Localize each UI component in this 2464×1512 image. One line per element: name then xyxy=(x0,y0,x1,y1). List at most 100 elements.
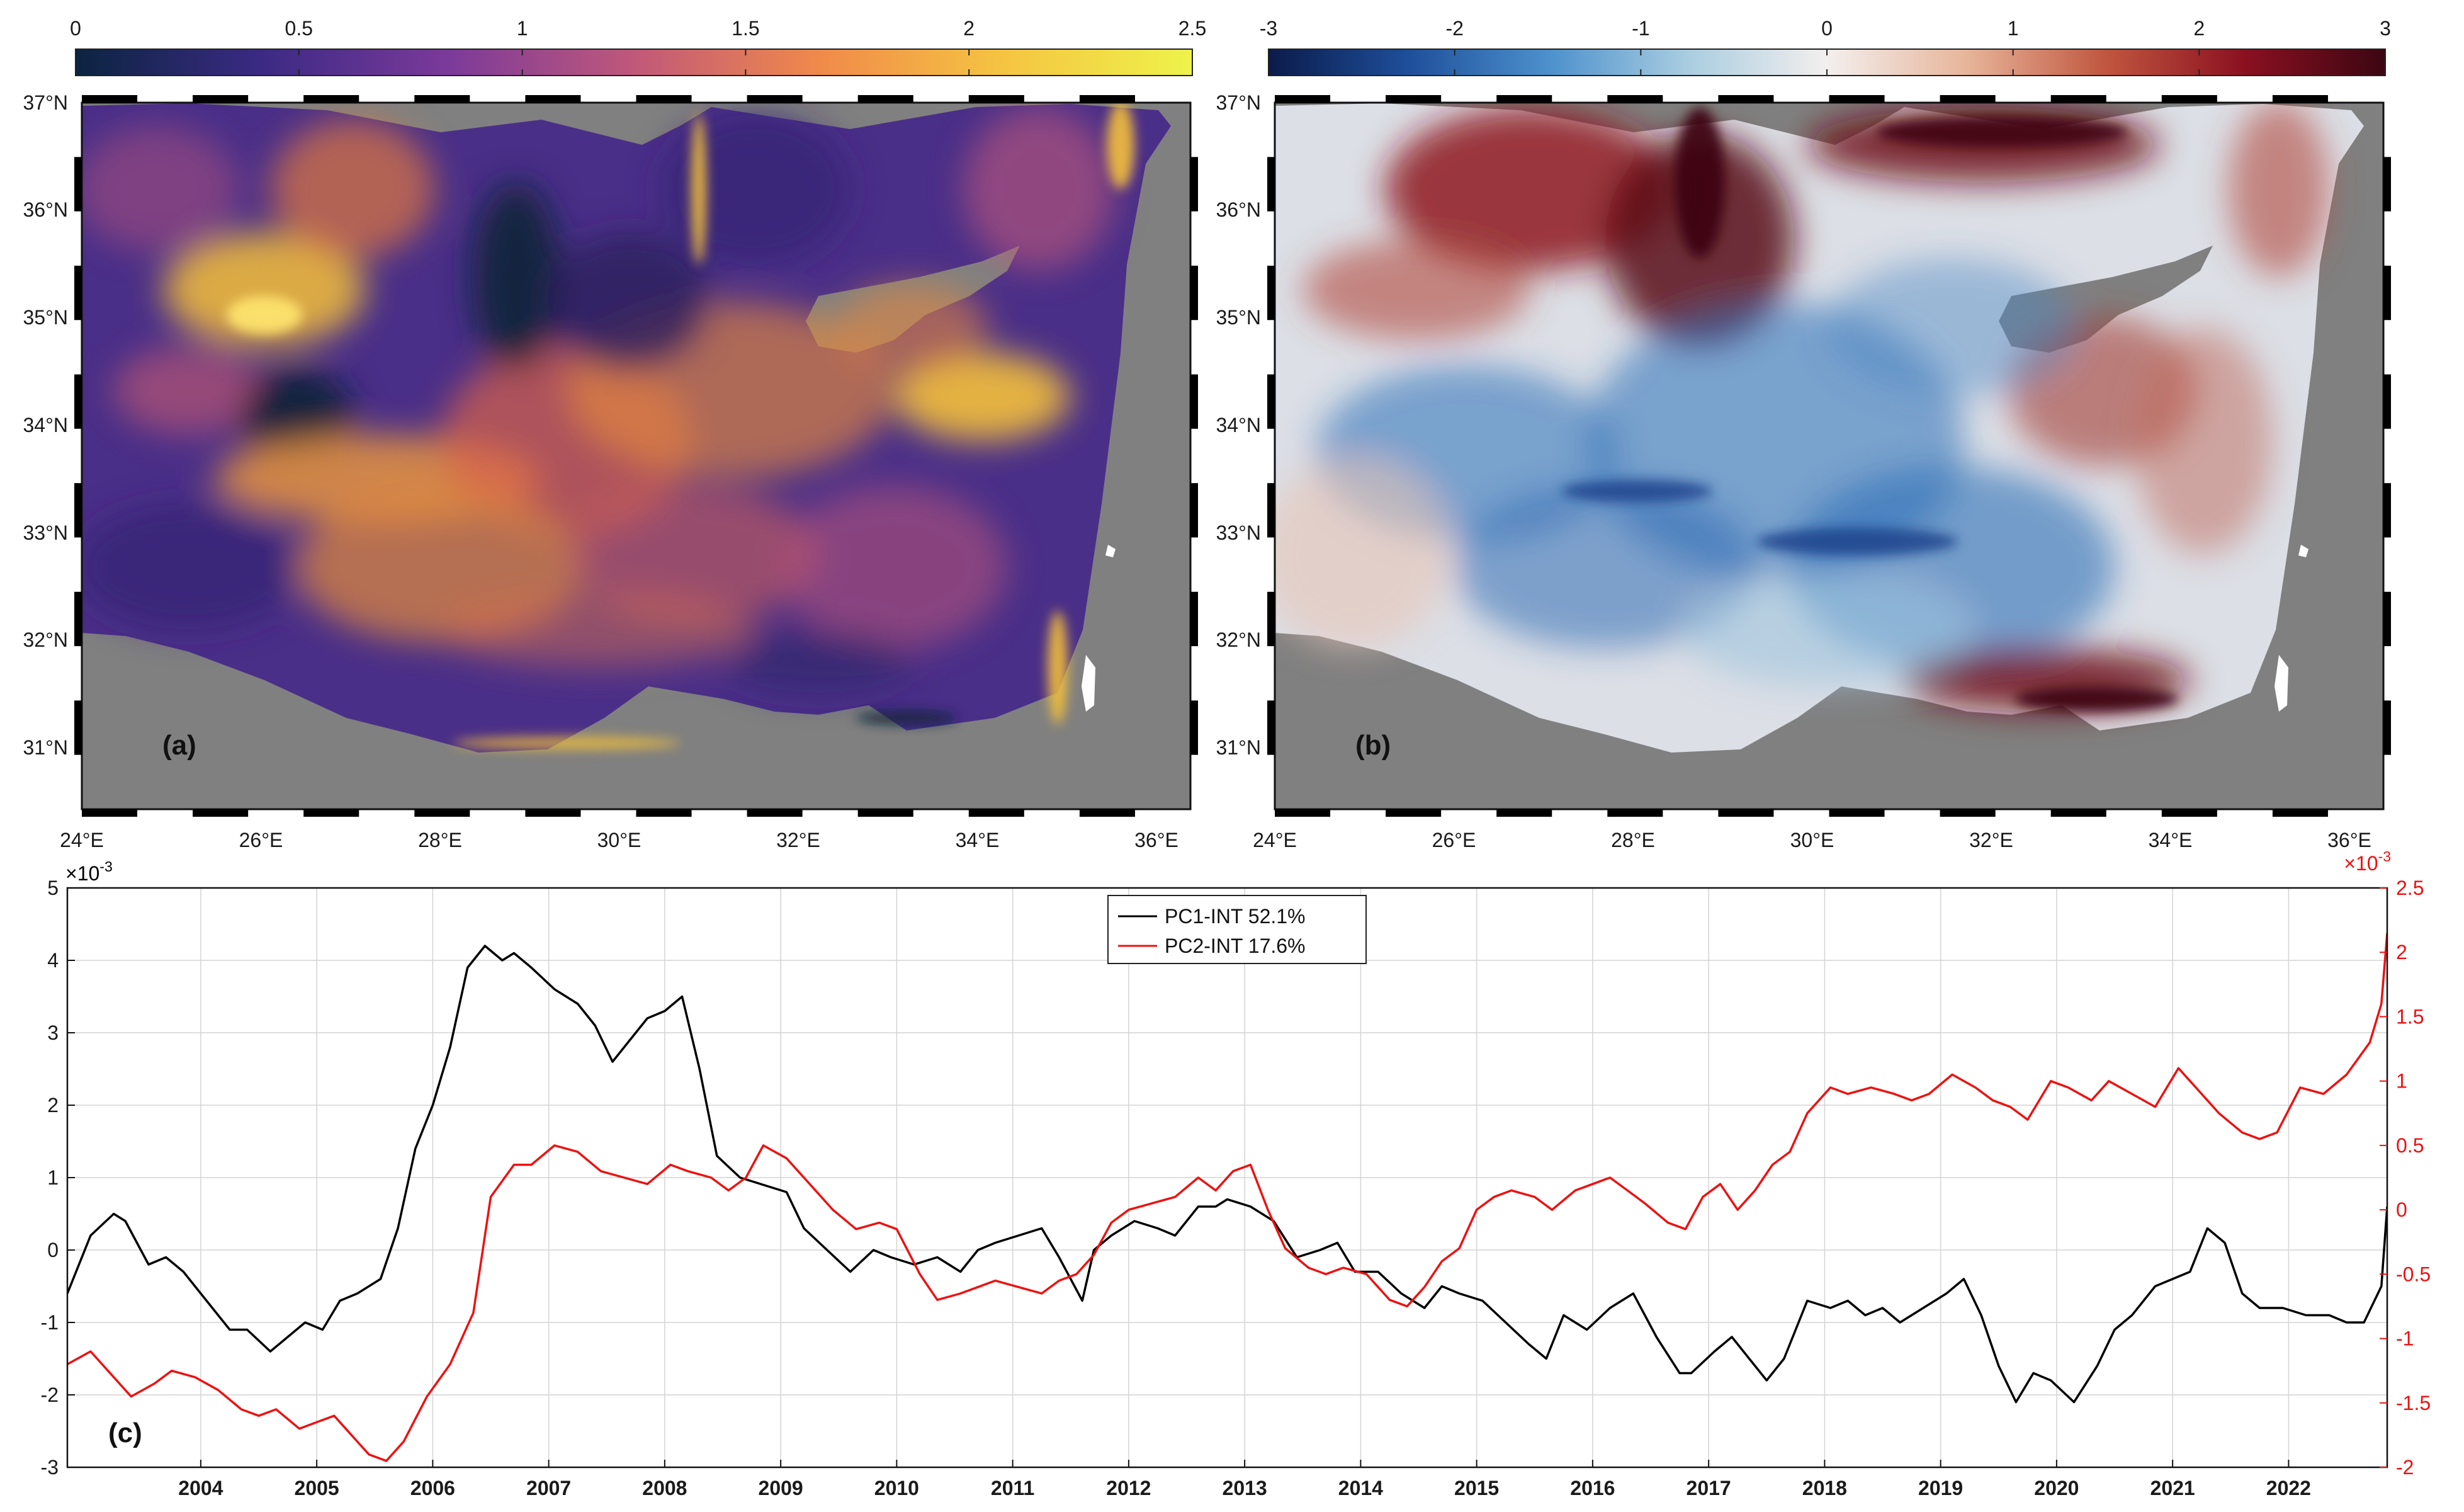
map-border-segment xyxy=(2161,809,2217,817)
field-blob xyxy=(82,504,302,630)
legend-label-pc2: PC2-INT 17.6% xyxy=(1165,935,1306,957)
colorbar-a-tick-label: 1.5 xyxy=(732,17,759,40)
map-border-segment xyxy=(1079,95,1135,103)
longitude-label: 24°E xyxy=(1253,829,1297,851)
y-left-tick-label: 2 xyxy=(47,1094,59,1117)
latitude-label: 31°N xyxy=(1216,736,1262,759)
y-left-tick-label: 1 xyxy=(47,1166,59,1189)
colorbar-a-tick-label: 0.5 xyxy=(285,17,313,40)
field-blob xyxy=(441,592,755,668)
map-border-segment xyxy=(1496,95,1552,103)
longitude-label: 30°E xyxy=(1790,829,1834,851)
field-blob xyxy=(1681,573,1970,686)
map-border-segment xyxy=(82,95,138,103)
y-right-tick-label: 2 xyxy=(2396,941,2407,963)
field-blob xyxy=(548,233,711,372)
x-tick-label: 2008 xyxy=(642,1477,687,1499)
map-border-segment xyxy=(303,95,359,103)
x-tick-label: 2015 xyxy=(1454,1477,1499,1499)
field-blob xyxy=(1385,107,1675,271)
latitude-label: 33°N xyxy=(1216,521,1262,544)
y-right-tick-label: 1.5 xyxy=(2396,1005,2424,1028)
map-border-segment xyxy=(1190,374,1198,429)
colorbar-b-tick-label: 1 xyxy=(2008,17,2019,40)
map-border-segment xyxy=(2161,95,2217,103)
longitude-label: 32°E xyxy=(776,829,820,851)
map-border-segment xyxy=(857,95,913,103)
field-blob xyxy=(781,485,1007,649)
field-blob xyxy=(567,485,818,623)
field-blob xyxy=(1675,107,1725,258)
map-border-segment xyxy=(193,95,249,103)
y-left-tick-label: 4 xyxy=(47,949,59,972)
longitude-label: 34°E xyxy=(956,829,1000,851)
left-axis-multiplier: ×10-3 xyxy=(65,858,113,885)
map-border-segment xyxy=(1829,809,1885,817)
map-border-segment xyxy=(1190,265,1198,321)
latitude-label: 37°N xyxy=(1216,91,1262,114)
field-blob xyxy=(1048,611,1068,724)
map-border-segment xyxy=(74,265,82,321)
field-blob xyxy=(1454,485,1756,649)
map-border-segment xyxy=(74,157,82,212)
map-panel-b: 37°N 36°N 35°N 34°N 33°N 32°N 31°N 24°E 26°E 28°… xyxy=(1216,91,2391,851)
latitude-label: 36°N xyxy=(23,198,69,221)
latitude-label: 35°N xyxy=(1216,306,1262,329)
map-border-segment xyxy=(1607,95,1663,103)
x-tick-label: 2009 xyxy=(759,1477,803,1499)
colorbar-a: 0 0.5 1 1.5 2 2.5 xyxy=(70,17,1206,76)
map-b-anomaly-patterns xyxy=(1275,103,2329,712)
map-border-segment xyxy=(1190,483,1198,538)
map-border-segment xyxy=(74,700,82,755)
map-border-segment xyxy=(1267,374,1275,429)
colorbar-b: -3 -2 -1 0 1 2 3 xyxy=(1260,17,2391,76)
y-left-tick-label: -2 xyxy=(41,1384,59,1406)
field-blob xyxy=(856,712,957,724)
map-border-segment xyxy=(636,95,692,103)
map-border-segment xyxy=(1079,809,1135,817)
map-b-inland-water xyxy=(2275,545,2309,712)
map-border-segment xyxy=(1275,95,1331,103)
y-right-tick-label: -0.5 xyxy=(2396,1263,2431,1285)
latitude-label: 31°N xyxy=(23,736,69,759)
map-border-segment xyxy=(2050,95,2106,103)
field-blob xyxy=(2134,327,2273,554)
field-blob xyxy=(2015,686,2178,712)
field-blob xyxy=(227,296,302,334)
map-border-segment xyxy=(2383,265,2391,321)
map-border-segment xyxy=(1940,95,1996,103)
field-blob xyxy=(1107,103,1134,189)
colorbar-b-tick-label: 3 xyxy=(2380,17,2391,40)
map-border-segment xyxy=(1386,95,1442,103)
map-border-segment xyxy=(1829,95,1885,103)
map-border-segment xyxy=(1275,809,1331,817)
map-border-segment xyxy=(1190,157,1198,212)
colorbar-a-tick-label: 0 xyxy=(70,17,81,40)
field-blob xyxy=(472,183,560,372)
map-border-segment xyxy=(1267,157,1275,212)
map-border-segment xyxy=(1940,809,1996,817)
field-blob xyxy=(894,353,1070,441)
map-border-segment xyxy=(2383,157,2391,212)
right-axis-multiplier: ×10-3 xyxy=(2344,848,2391,875)
latitude-label: 36°N xyxy=(1216,198,1262,221)
map-border-segment xyxy=(193,809,249,817)
y-left-tick-label: 3 xyxy=(47,1021,59,1044)
y-left-tick-label: 0 xyxy=(47,1239,59,1261)
x-tick-label: 2014 xyxy=(1338,1477,1383,1499)
map-border-segment xyxy=(2383,700,2391,755)
map-border-segment xyxy=(747,809,803,817)
x-tick-label: 2011 xyxy=(991,1477,1034,1499)
field-blob xyxy=(82,126,239,252)
map-border-segment xyxy=(525,809,581,817)
map-border-segment xyxy=(1190,700,1198,755)
field-blob xyxy=(271,120,434,258)
map-border-segment xyxy=(636,809,692,817)
x-tick-label: 2022 xyxy=(2266,1477,2311,1499)
series-line-pc1 xyxy=(67,945,2387,1404)
y-right-tick-label: -1 xyxy=(2396,1327,2414,1350)
x-tick-label: 2006 xyxy=(410,1477,455,1499)
map-border-segment xyxy=(303,809,359,817)
field-blob xyxy=(1756,528,1958,555)
